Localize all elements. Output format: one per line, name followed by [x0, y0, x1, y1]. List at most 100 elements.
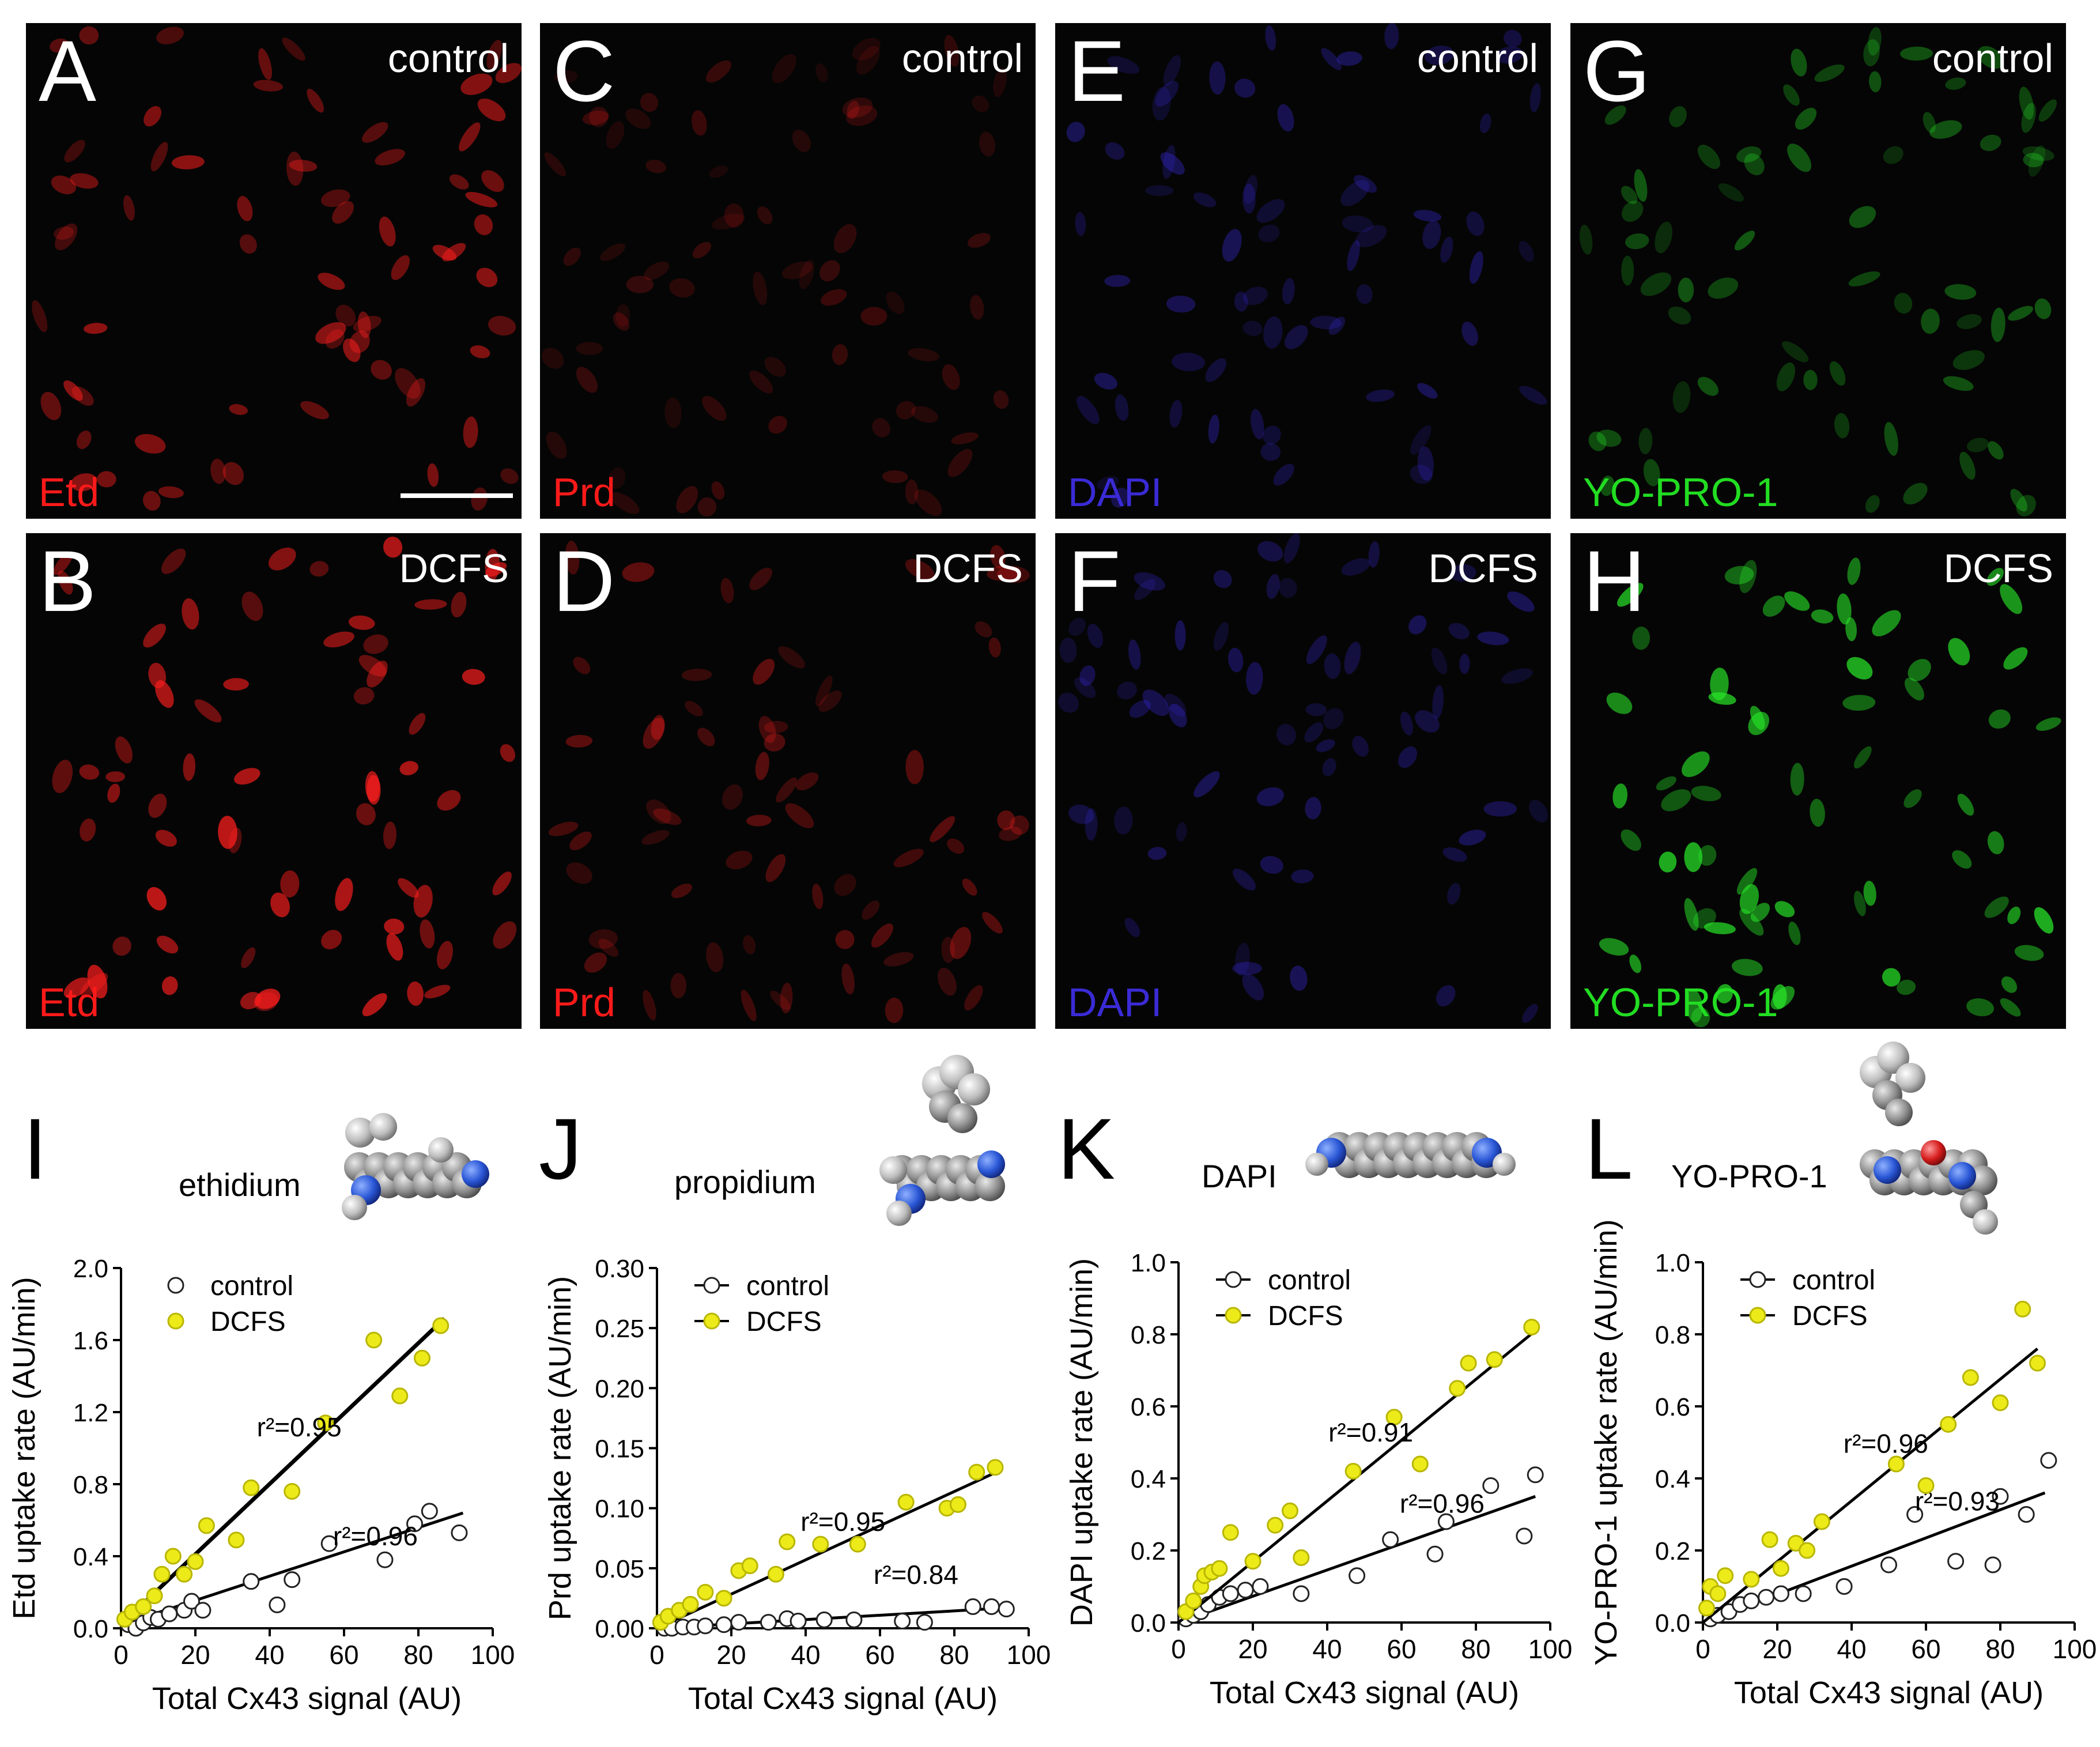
cell-nucleus — [1776, 362, 1795, 391]
cell-nucleus — [1398, 746, 1418, 768]
cell-nucleus — [691, 110, 707, 136]
y-tick-label: 0.8 — [73, 1471, 108, 1499]
cell-nucleus — [815, 63, 828, 82]
cell-nucleus — [743, 935, 756, 954]
cell-nucleus — [1986, 568, 2004, 586]
panel-letter: B — [39, 533, 96, 629]
data-point — [1992, 1394, 2009, 1412]
cell-nucleus — [993, 390, 1009, 409]
cell-nucleus — [1868, 27, 1882, 56]
cell-nucleus — [1684, 898, 1699, 931]
cell-nucleus — [1074, 677, 1096, 699]
cell-nucleus — [1134, 572, 1165, 591]
cell-nucleus — [1897, 979, 1916, 995]
cell-nucleus — [363, 634, 388, 654]
cell-nucleus — [2000, 998, 2021, 1017]
micrograph-background — [540, 23, 1036, 519]
cell-nucleus — [1440, 236, 1453, 263]
y-tick-label: 0.4 — [1655, 1465, 1690, 1493]
data-point — [1486, 1351, 1503, 1368]
data-point — [1293, 1585, 1310, 1602]
cell-nucleus — [711, 481, 725, 500]
cell-nucleus — [1193, 192, 1217, 207]
cell-nucleus — [1277, 104, 1294, 132]
cell-nucleus — [1984, 896, 2009, 918]
cell-nucleus — [1903, 789, 1922, 808]
x-tick-label: 80 — [1985, 1634, 2015, 1664]
cell-nucleus — [1991, 307, 2005, 342]
cell-nucleus — [70, 173, 99, 189]
data-point — [421, 1503, 438, 1520]
cell-nucleus — [1265, 25, 1276, 51]
panel-letter: J — [539, 1100, 582, 1197]
cell-nucleus — [253, 80, 283, 92]
cell-nucleus — [1174, 620, 1186, 651]
cell-nucleus — [84, 323, 108, 334]
cell-nucleus — [486, 40, 502, 70]
cell-nucleus — [1621, 201, 1644, 222]
cell-nucleus — [1058, 692, 1079, 713]
cell-nucleus — [1079, 665, 1096, 686]
fit-line — [119, 1316, 446, 1627]
cell-nucleus — [799, 259, 815, 289]
cell-nucleus — [307, 88, 324, 113]
cell-nucleus — [1952, 350, 1985, 370]
cell-nucleus — [641, 830, 670, 845]
cell-nucleus — [709, 165, 728, 178]
cell-nucleus — [541, 348, 564, 369]
cell-nucleus — [765, 854, 786, 882]
data-point — [153, 1565, 171, 1583]
cell-nucleus — [362, 993, 387, 1017]
legend-marker — [1225, 1271, 1242, 1288]
cell-nucleus — [1233, 868, 1256, 891]
atom-sphere — [1973, 1209, 1998, 1235]
atom-sphere — [1885, 1099, 1913, 1126]
chart-panel-l: L YO-PRO-1 0 20 40 60 80 100 0.0 0.2 0.4 0.6 0.8 1.0 T… — [1585, 1100, 2097, 1710]
data-point — [697, 1584, 714, 1601]
y-axis-title: YO-PRO-1 uptake rate (AU/min) — [1589, 1219, 1623, 1665]
cell-nucleus — [1507, 591, 1535, 612]
cell-nucleus — [1612, 783, 1628, 809]
cell-nucleus — [1129, 700, 1151, 718]
data-point — [1743, 1571, 1760, 1588]
data-point — [1482, 1477, 1500, 1494]
cell-nucleus — [1904, 677, 1925, 701]
cell-nucleus — [749, 567, 773, 590]
cell-nucleus — [905, 559, 935, 580]
cell-nuclei — [1599, 557, 2061, 1028]
y-tick-label: 0.4 — [1131, 1465, 1166, 1493]
cell-nucleus — [856, 46, 880, 75]
cell-nucleus — [847, 100, 859, 119]
cell-nucleus — [1640, 272, 1672, 296]
cell-nucleus — [1945, 77, 1966, 90]
r2-label: r²=0.91 — [1328, 1417, 1413, 1447]
cell-nucleus — [1242, 974, 1264, 1001]
cell-nucleus — [1469, 251, 1483, 284]
cell-nucleus — [1668, 306, 1691, 325]
cell-nucleus — [1784, 591, 1810, 611]
cell-nucleus — [1410, 465, 1433, 484]
cell-nucleus — [386, 933, 403, 961]
cell-nucleus — [115, 736, 133, 764]
cell-nucleus — [1604, 105, 1626, 125]
cell-nucleus — [1519, 386, 1547, 405]
legend-marker — [167, 1277, 184, 1294]
cell-nucleus — [79, 764, 100, 780]
cell-nucleus — [724, 203, 744, 228]
cell-nucleus — [161, 976, 178, 995]
cell-nucleus — [375, 149, 406, 166]
cell-nucleus — [1242, 286, 1268, 305]
cell-nucleus — [911, 406, 938, 423]
cell-nucleus — [161, 548, 186, 575]
cell-nucleus — [1762, 595, 1785, 617]
cell-nucleus — [1066, 122, 1085, 142]
cell-nucleus — [819, 260, 840, 282]
cell-nucleus — [2038, 99, 2057, 122]
cell-nucleus — [835, 930, 855, 949]
panel-letter: H — [1583, 533, 1645, 629]
cell-nucleus — [1234, 78, 1256, 98]
cell-nucleus — [309, 561, 329, 577]
cell-nucleus — [50, 38, 69, 53]
cell-nucleus — [1948, 637, 1970, 666]
